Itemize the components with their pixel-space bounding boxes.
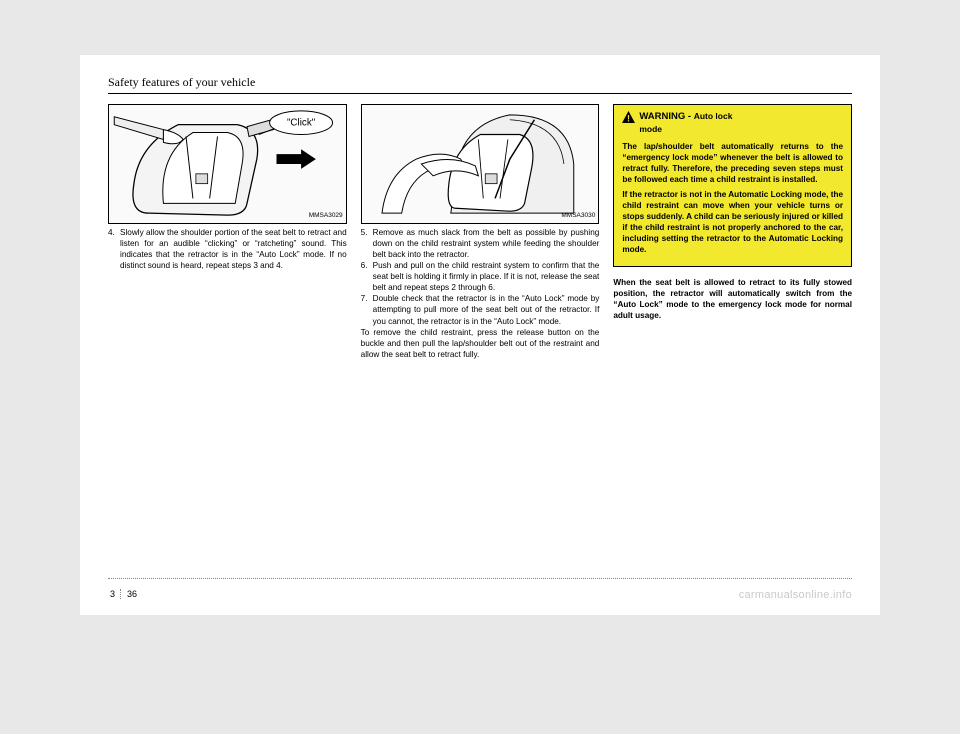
step-text: Double check that the retractor is in th… bbox=[373, 293, 600, 326]
warning-heading: ! WARNING - Auto lock mode bbox=[622, 111, 843, 137]
click-label: "Click" bbox=[287, 118, 316, 129]
carseat-click-icon: "Click" bbox=[109, 105, 346, 223]
carseat-push-icon bbox=[362, 105, 599, 223]
step-5: 5. Remove as much slack from the belt as… bbox=[361, 227, 600, 260]
step-text: Remove as much slack from the belt as po… bbox=[373, 227, 600, 260]
section-number: 3 bbox=[110, 589, 121, 599]
warning-p1: The lap/shoulder belt automatically retu… bbox=[622, 141, 843, 185]
page-number: 3 36 bbox=[110, 589, 137, 599]
header-title: Safety features of your vehicle bbox=[108, 75, 255, 89]
page-no: 36 bbox=[125, 589, 137, 599]
step-num: 5. bbox=[361, 227, 373, 260]
warning-label: WARNING - bbox=[639, 111, 693, 122]
illustration-step4: "Click" MMSA3029 bbox=[108, 104, 347, 224]
remove-instruction: To remove the child restraint, press the… bbox=[361, 327, 600, 360]
warning-box: ! WARNING - Auto lock mode The lap/shoul… bbox=[613, 104, 852, 267]
step-num: 4. bbox=[108, 227, 120, 271]
column-2: MMSA3030 5. Remove as much slack from th… bbox=[361, 104, 600, 363]
step-num: 7. bbox=[361, 293, 373, 326]
step-4: 4. Slowly allow the shoulder portion of … bbox=[108, 227, 347, 271]
step-6: 6. Push and pull on the child restraint … bbox=[361, 260, 600, 293]
manual-page: Safety features of your vehicle bbox=[80, 55, 880, 615]
warning-p2: If the retractor is not in the Automatic… bbox=[622, 189, 843, 255]
watermark: carmanualsonline.info bbox=[739, 589, 852, 601]
step-7: 7. Double check that the retractor is in… bbox=[361, 293, 600, 326]
step-text: Slowly allow the shoulder portion of the… bbox=[120, 227, 347, 271]
footer-rule bbox=[108, 578, 852, 579]
illus-code-1: MMSA3029 bbox=[309, 212, 343, 221]
illus-code-2: MMSA3030 bbox=[561, 212, 595, 221]
step-num: 6. bbox=[361, 260, 373, 293]
after-warning-text: When the seat belt is allowed to retract… bbox=[613, 277, 852, 321]
illustration-step5: MMSA3030 bbox=[361, 104, 600, 224]
column-3: ! WARNING - Auto lock mode The lap/shoul… bbox=[613, 104, 852, 363]
step-text: Push and pull on the child restraint sys… bbox=[373, 260, 600, 293]
column-1: "Click" MMSA3029 4. Slowly allow the sho… bbox=[108, 104, 347, 363]
warning-triangle-icon: ! bbox=[622, 111, 635, 128]
content-columns: "Click" MMSA3029 4. Slowly allow the sho… bbox=[108, 104, 852, 363]
page-header: Safety features of your vehicle bbox=[108, 73, 852, 94]
svg-text:!: ! bbox=[627, 114, 630, 124]
